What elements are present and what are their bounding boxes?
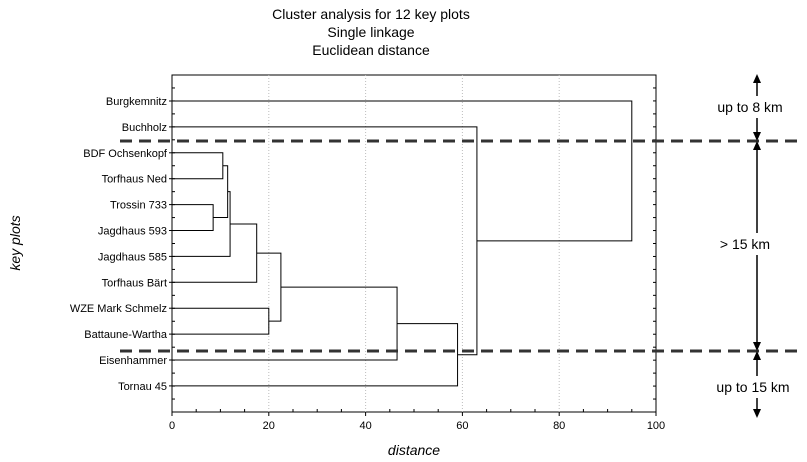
x-axis-ticks: 0 20 40 60 80 100 (169, 74, 665, 432)
band-label-bg-upper (700, 96, 799, 118)
arrow-middle-head-up (753, 141, 761, 150)
leaf-label: WZE Mark Schmelz (70, 303, 167, 315)
band-label-upper: up to 8 km (717, 99, 782, 115)
band-label-lower: up to 15 km (716, 379, 789, 395)
x-tick-label: 0 (169, 420, 175, 432)
x-tick-label: 80 (553, 420, 565, 432)
leaf-label: Tornau 45 (118, 381, 167, 393)
leaf-label: Torfhaus Bärt (102, 277, 167, 289)
band-label-bg-middle (712, 233, 782, 255)
plot-frame (171, 74, 657, 413)
band-label-bg-lower (700, 376, 805, 398)
leaf-label: Trossin 733 (110, 200, 167, 212)
dendrogram-link (172, 100, 633, 242)
y-axis-label: key plots (7, 215, 23, 270)
leaf-label: Torfhaus Ned (102, 174, 167, 186)
leaf-label: Jagdhaus 593 (98, 226, 167, 238)
leaf-label: Battaune-Wartha (84, 329, 168, 341)
x-tick-label: 100 (647, 420, 665, 432)
chart-title-line-2: Single linkage (327, 24, 414, 40)
x-tick-label: 20 (263, 420, 275, 432)
arrow-lower-head-up (753, 351, 761, 360)
dendrogram-links (172, 100, 633, 387)
arrow-upper-head-down (753, 132, 761, 141)
leaf-label: Buchholz (122, 122, 167, 134)
chart-title-line-3: Euclidean distance (312, 42, 430, 58)
x-tick-label: 60 (456, 420, 468, 432)
x-axis-label: distance (388, 442, 440, 458)
leaf-label: Eisenhammer (99, 355, 167, 367)
x-tick-label: 40 (359, 420, 371, 432)
grid-lines (268, 75, 560, 412)
leaf-label: Burgkemnitz (106, 96, 167, 108)
arrow-lower-head-down (753, 409, 761, 418)
band-label-middle: > 15 km (720, 236, 770, 252)
arrow-middle-head-down (753, 342, 761, 351)
leaf-label: BDF Ochsenkopf (83, 148, 168, 160)
leaf-labels: Burgkemnitz Buchholz BDF Ochsenkopf Torfhau… (70, 96, 172, 393)
arrow-upper-head-up (753, 74, 761, 83)
chart-title: Cluster analysis for 12 key plots Single… (272, 6, 470, 58)
band-labels: up to 8 km > 15 km up to 15 km (700, 96, 805, 398)
leaf-label: Jagdhaus 585 (98, 251, 167, 263)
chart-title-line-1: Cluster analysis for 12 key plots (272, 6, 470, 22)
